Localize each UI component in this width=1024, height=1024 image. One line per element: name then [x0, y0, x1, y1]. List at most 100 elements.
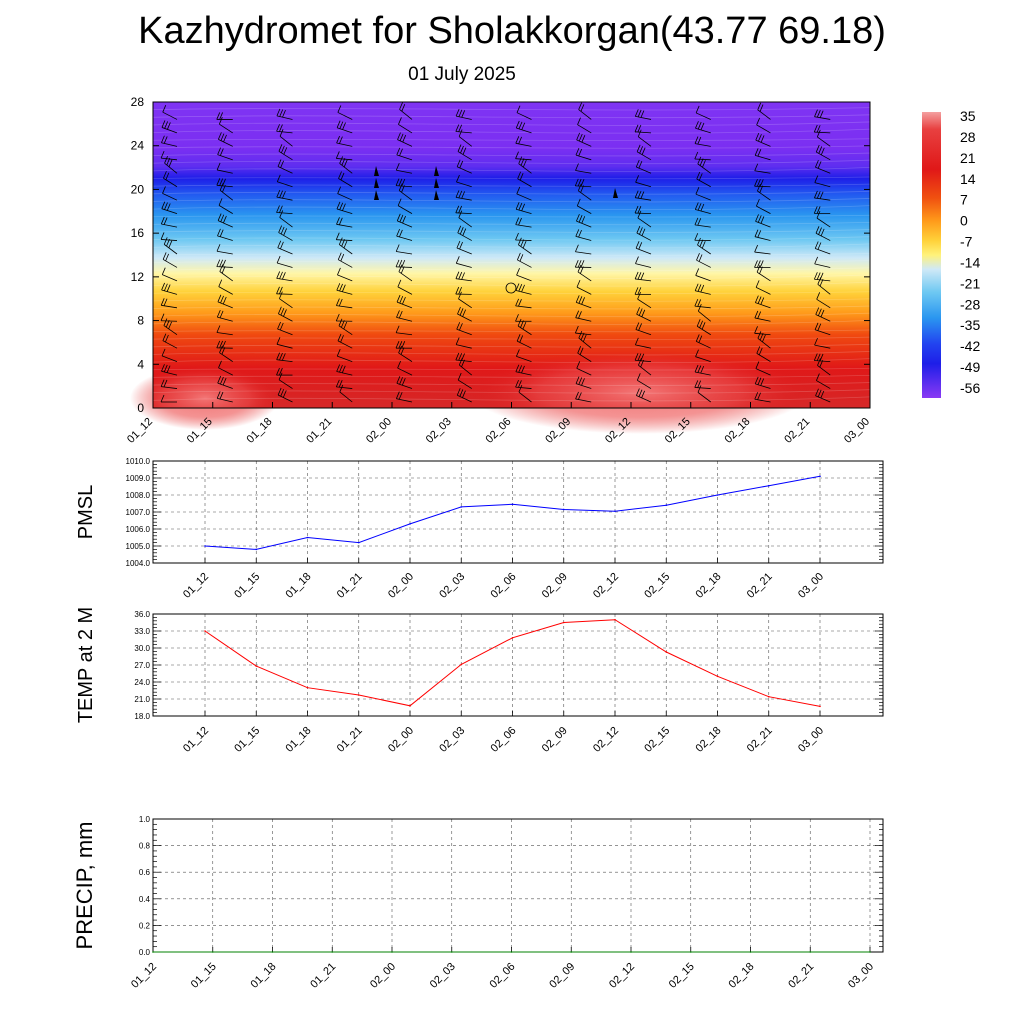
wind-barb-flag — [518, 384, 523, 393]
wind-barb-flag — [277, 321, 281, 330]
wind-barb-flag — [458, 353, 463, 361]
wind-barb-flag — [397, 360, 401, 369]
wind-barb-flag — [819, 353, 824, 362]
wind-barb — [754, 251, 771, 255]
wind-barb-flag — [694, 380, 699, 388]
wind-barb-flag — [574, 260, 579, 268]
wind-barb-flag — [814, 241, 819, 249]
data-point — [562, 508, 565, 511]
section-fill — [153, 102, 870, 408]
wind-barb-flag — [340, 253, 345, 262]
wind-barb-flag — [697, 237, 701, 246]
wind-barb — [694, 143, 711, 147]
wind-barb-flag — [698, 335, 703, 343]
wind-barb — [217, 154, 233, 161]
wind-barb-flag — [577, 117, 581, 125]
wind-barb-flag — [816, 206, 821, 214]
wind-barb — [575, 185, 592, 188]
wind-barb-flag — [397, 132, 401, 140]
y-tick-label: 0.0 — [139, 948, 151, 957]
wind-barb-flag — [695, 268, 700, 276]
contour-line — [152, 260, 871, 264]
wind-barb-flag — [162, 333, 167, 341]
wind-barb — [336, 239, 353, 241]
wind-barb — [336, 305, 353, 309]
wind-barb-flag — [754, 392, 759, 400]
wind-barb-flag — [338, 380, 343, 388]
wind-barb — [635, 197, 652, 201]
wind-barb — [515, 290, 532, 295]
wind-barb-flag — [278, 225, 283, 233]
wind-barb-flag — [581, 135, 586, 143]
wind-barb — [754, 185, 771, 188]
wind-barb — [337, 355, 353, 363]
wind-barb-flag — [462, 147, 467, 155]
wind-barb — [458, 136, 472, 147]
wind-barb-flag — [582, 334, 587, 342]
wind-barb-flag — [462, 390, 466, 398]
wind-barb-flag — [338, 318, 343, 326]
grid — [152, 818, 883, 953]
wind-barb-flag — [276, 286, 280, 294]
wind-barb-flag — [339, 364, 343, 373]
wind-barb-flag — [520, 320, 524, 328]
wind-barb-flag — [575, 229, 580, 237]
x-tick-label: 02_09 — [540, 571, 570, 601]
wind-barb-flag — [399, 102, 403, 110]
wind-barb-flag — [518, 136, 522, 145]
pmsl-panel: 1004.0 1005.0 1006.0 1007.0 1008.0 1009.0 1010… — [75, 457, 884, 601]
wind-barb-flag — [396, 147, 401, 156]
wind-barb — [815, 248, 831, 255]
wind-barb — [456, 328, 472, 336]
wind-barb-flag — [754, 310, 759, 319]
wind-barb-flag — [755, 280, 760, 288]
wind-barb — [278, 379, 293, 389]
wind-barb-flag — [336, 201, 341, 210]
wind-barb-flag — [576, 361, 581, 369]
wind-barb — [277, 328, 293, 336]
wind-barb-flag — [518, 217, 522, 226]
wind-barb-flag — [456, 388, 461, 396]
wind-barb-flag — [279, 190, 283, 198]
wind-barb-flag — [459, 241, 463, 250]
wind-barb — [276, 278, 293, 282]
wind-barb-flag — [398, 117, 402, 125]
wind-barb — [635, 181, 652, 188]
wind-barb — [217, 316, 233, 322]
x-tick-label: 01_21 — [335, 571, 365, 601]
wind-barb — [754, 236, 771, 241]
wind-barb-flag — [457, 144, 462, 152]
wind-barb-flag — [635, 241, 640, 249]
wind-barb — [637, 379, 652, 389]
wind-barb — [575, 398, 592, 403]
wind-barb-flag — [336, 298, 340, 306]
wind-barb — [397, 367, 413, 376]
wind-barb-flag — [459, 160, 464, 169]
wind-barb — [276, 212, 293, 215]
wind-barb — [817, 136, 831, 147]
wind-barb — [755, 220, 771, 228]
wind-barb-flag — [455, 124, 460, 132]
wind-barb-flag — [515, 364, 520, 372]
wind-barb-flag — [636, 144, 641, 152]
wind-barb-flag — [516, 105, 521, 113]
y-tick-label: 1.0 — [139, 815, 151, 824]
wind-barb-flag — [518, 202, 523, 211]
wind-pennant — [613, 188, 618, 198]
wind-barb-flag — [221, 347, 226, 355]
wind-barb — [216, 184, 233, 188]
wind-barb-flag — [515, 217, 520, 225]
x-tick-label: 03_00 — [846, 961, 876, 991]
data-point — [204, 630, 206, 632]
wind-barb-flag — [280, 307, 285, 316]
wind-barb-flag — [756, 198, 760, 207]
wind-barb-flag — [699, 239, 704, 247]
wind-barb — [337, 274, 353, 282]
colorbar-label: -14 — [960, 254, 980, 270]
wind-barb-flag — [754, 163, 759, 171]
wind-barb-flag — [219, 345, 223, 353]
y-tick-label: 1004.0 — [126, 559, 151, 568]
y-tick-label: 1010.0 — [126, 457, 151, 466]
wind-barb — [515, 158, 532, 161]
wind-barb-flag — [578, 102, 583, 110]
